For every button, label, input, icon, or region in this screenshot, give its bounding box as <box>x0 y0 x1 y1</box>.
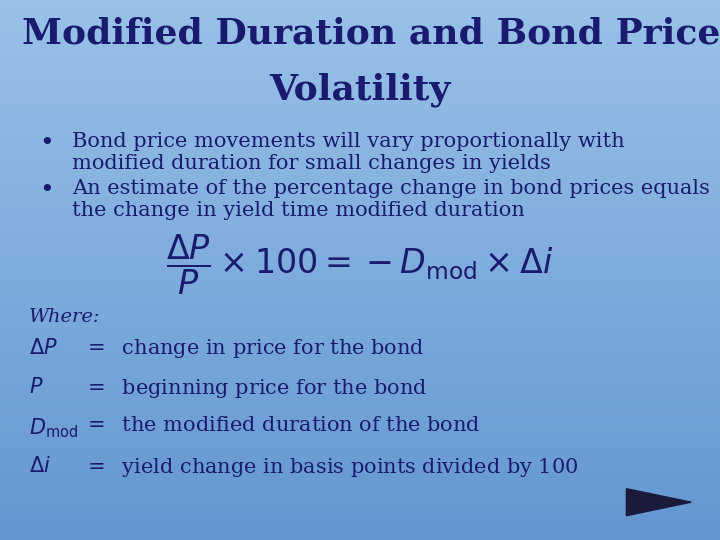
Text: $\Delta i$: $\Delta i$ <box>29 456 51 476</box>
Text: $\dfrac{\Delta P}{P} \times 100 = -D_{\mathrm{mod}} \times \Delta i$: $\dfrac{\Delta P}{P} \times 100 = -D_{\m… <box>166 232 554 297</box>
Text: $=$  yield change in basis points divided by 100: $=$ yield change in basis points divided… <box>83 456 578 479</box>
Text: Bond price movements will vary proportionally with: Bond price movements will vary proportio… <box>72 132 625 151</box>
Text: Where:: Where: <box>29 308 100 326</box>
Text: $=$  beginning price for the bond: $=$ beginning price for the bond <box>83 377 427 400</box>
Text: Volatility: Volatility <box>269 73 451 107</box>
Text: An estimate of the percentage change in bond prices equals: An estimate of the percentage change in … <box>72 179 710 198</box>
Text: $=$  change in price for the bond: $=$ change in price for the bond <box>83 338 424 361</box>
Text: modified duration for small changes in yields: modified duration for small changes in y… <box>72 154 551 173</box>
Text: $=$  the modified duration of the bond: $=$ the modified duration of the bond <box>83 416 480 435</box>
Text: Modified Duration and Bond Price: Modified Duration and Bond Price <box>22 16 720 50</box>
Text: •: • <box>40 179 54 202</box>
Text: $D_{\mathrm{mod}}$: $D_{\mathrm{mod}}$ <box>29 416 78 440</box>
Text: $P$: $P$ <box>29 377 43 397</box>
Text: •: • <box>40 132 54 156</box>
Text: $\Delta P$: $\Delta P$ <box>29 338 58 357</box>
Text: the change in yield time modified duration: the change in yield time modified durati… <box>72 201 525 220</box>
Polygon shape <box>626 489 691 516</box>
